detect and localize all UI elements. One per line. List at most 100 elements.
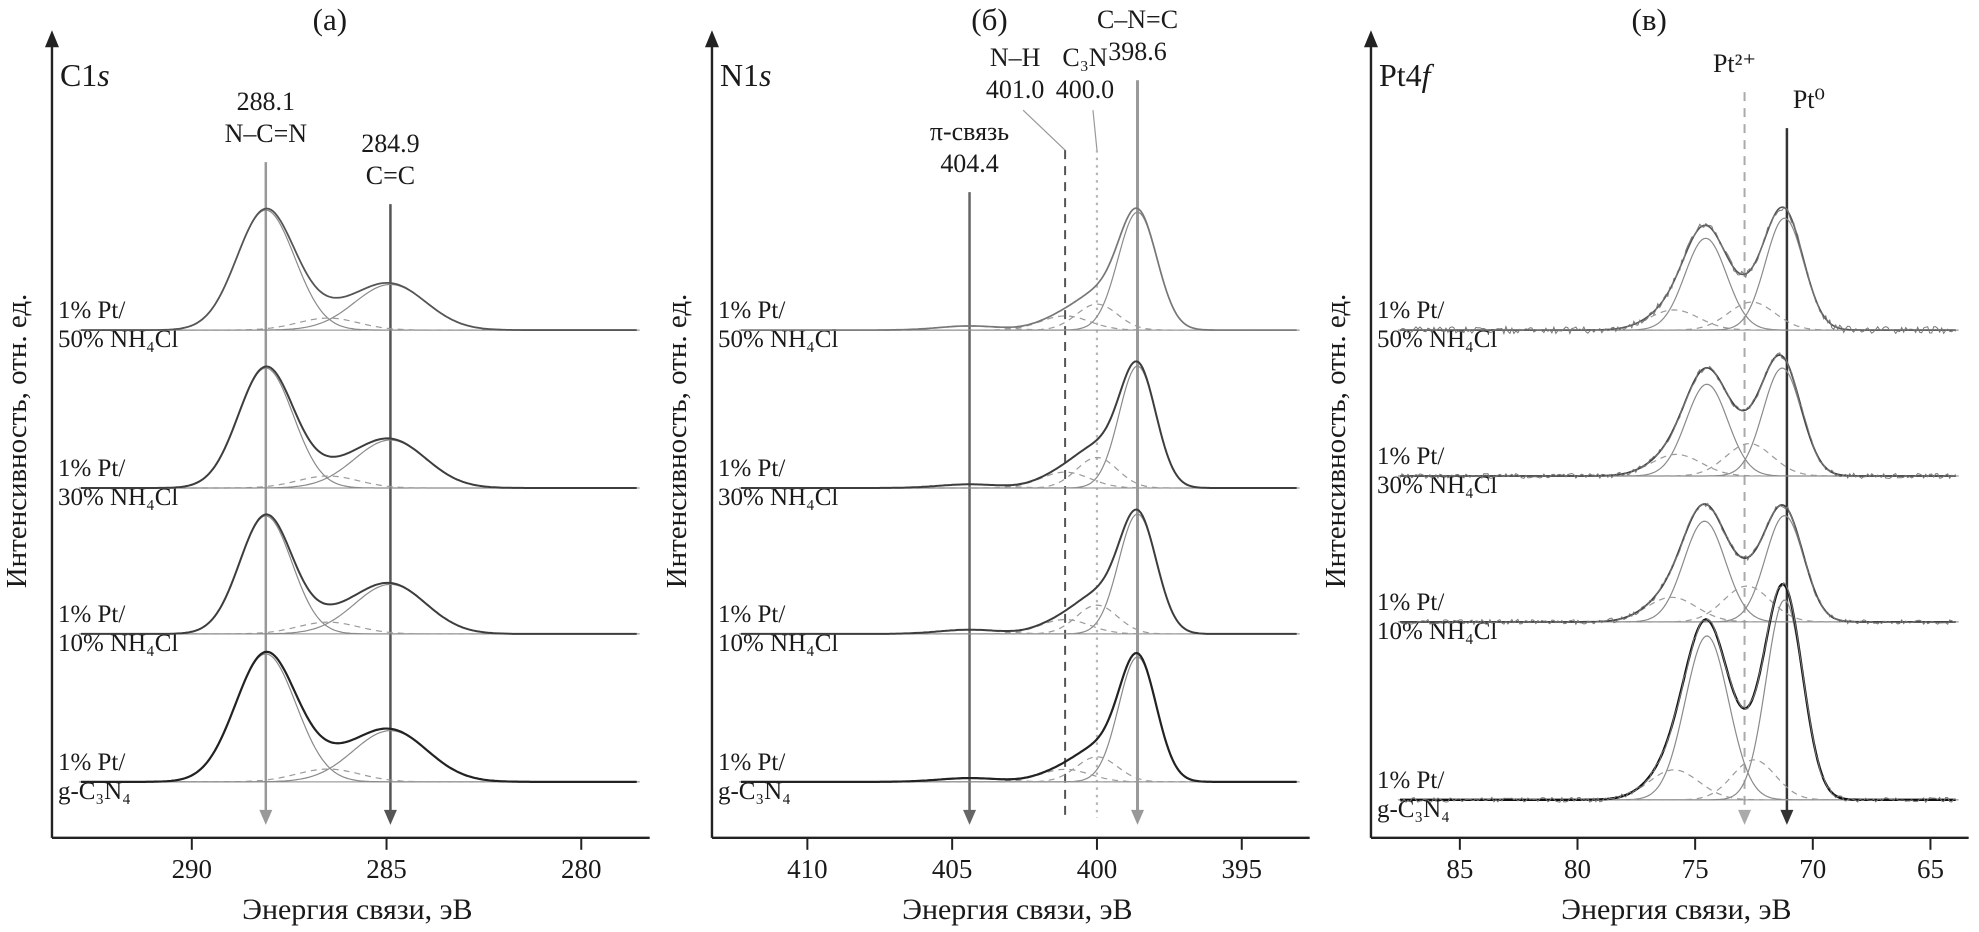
component-curve xyxy=(740,656,1297,783)
reference-arrow xyxy=(1780,809,1794,825)
envelope-curve xyxy=(80,365,637,489)
envelope-curve xyxy=(740,207,1297,331)
reference-arrow xyxy=(1130,809,1144,825)
x-tick-label: 75 xyxy=(1682,854,1709,884)
y-axis-title: Интенсивность, отн. ед. xyxy=(661,294,693,589)
x-tick-label: 80 xyxy=(1564,854,1591,884)
x-tick-label: 290 xyxy=(172,854,212,884)
peak-annotation: 404.4 xyxy=(940,149,998,178)
peak-annotation: C=C xyxy=(366,161,415,190)
peak-annotation: 400.0 xyxy=(1055,75,1113,104)
sample-label: 1% Pt/ xyxy=(1377,767,1444,794)
peak-annotation: 288.1 xyxy=(237,87,295,116)
envelope-curve xyxy=(1400,354,1957,477)
core-level-label: Pt4f xyxy=(1379,58,1435,93)
peak-annotation: C–N=C xyxy=(1097,5,1178,34)
sample-label: 1% Pt/ xyxy=(718,601,785,628)
panel-n1s: (б) 410 405 400 395 Энергия связи, эВ Интенси… xyxy=(660,0,1320,932)
x-tick-label: 410 xyxy=(787,854,827,884)
panel-a-label: (а) xyxy=(312,2,348,37)
x-axis-title: Энергия связи, эВ xyxy=(242,893,472,926)
sample-label: 1% Pt/ xyxy=(58,601,125,628)
component-curve xyxy=(1400,383,1957,477)
component-curve xyxy=(1400,520,1957,623)
peak-annotation: 401.0 xyxy=(986,75,1044,104)
component-curve xyxy=(1400,585,1957,623)
y-axis-arrow xyxy=(44,30,59,48)
component-curve xyxy=(1400,635,1957,801)
reference-arrow xyxy=(383,809,397,825)
x-tick-label: 285 xyxy=(366,854,406,884)
pt4f-spectra-plot: 85 80 75 70 65 Энергия связи, эВ Интенсивность… xyxy=(1319,0,1979,932)
component-curve xyxy=(1400,759,1957,801)
component-curve xyxy=(740,365,1297,489)
component-curve xyxy=(1400,769,1957,801)
sample-label: 1% Pt/ xyxy=(1377,589,1444,616)
component-curve xyxy=(1400,515,1957,623)
sample-label: 1% Pt/ xyxy=(58,455,125,482)
component-curve xyxy=(80,653,637,783)
sample-label: 1% Pt/ xyxy=(718,749,785,776)
envelope-curve xyxy=(1400,206,1957,331)
peak-annotation: 284.9 xyxy=(361,129,419,158)
envelope-curve xyxy=(80,650,637,783)
x-tick-label: 400 xyxy=(1076,854,1116,884)
x-tick-label: 85 xyxy=(1447,854,1474,884)
experimental-trace xyxy=(1399,581,1957,804)
x-tick-label: 395 xyxy=(1221,854,1261,884)
c1s-spectra-plot: 290 285 280 Энергия связи, эВ Интенсивность,… xyxy=(0,0,660,932)
sample-label: 1% Pt/ xyxy=(718,455,785,482)
x-tick-label: 280 xyxy=(561,854,601,884)
x-tick-label: 405 xyxy=(932,854,972,884)
experimental-trace xyxy=(1400,502,1957,626)
reference-arrow xyxy=(962,809,976,825)
c-plot-svg: 85 80 75 70 65 Энергия связи, эВ Интенсивность… xyxy=(1320,30,1970,926)
reference-arrow xyxy=(259,809,273,825)
peak-annotation: N–H xyxy=(990,43,1041,72)
panel-c-label: (в) xyxy=(1631,2,1667,37)
n1s-spectra-plot: 410 405 400 395 Энергия связи, эВ Интенсивнос… xyxy=(660,0,1320,932)
sample-label: 1% Pt/ xyxy=(1377,443,1444,470)
component-curve xyxy=(740,513,1297,635)
component-curve xyxy=(740,768,1297,783)
x-tick-label: 70 xyxy=(1800,854,1827,884)
envelope-curve xyxy=(740,508,1297,635)
component-curve xyxy=(80,768,637,783)
y-axis-title: Интенсивность, отн. ед. xyxy=(1320,294,1352,589)
envelope-curve xyxy=(740,360,1297,489)
peak-annotation: Pt⁰ xyxy=(1793,85,1825,114)
experimental-trace xyxy=(1399,207,1957,336)
component-curve xyxy=(1400,237,1957,331)
peak-annotation: C₃N xyxy=(1062,43,1107,72)
sample-label: 1% Pt/ xyxy=(718,297,785,324)
envelope-curve xyxy=(740,651,1297,783)
sample-label: 1% Pt/ xyxy=(1377,297,1444,324)
b-plot-svg: 410 405 400 395 Энергия связи, эВ Интенсивнос… xyxy=(661,5,1310,926)
y-axis-arrow xyxy=(704,30,719,48)
envelope-curve xyxy=(1400,503,1957,623)
x-axis-title: Энергия связи, эВ xyxy=(902,893,1132,926)
peak-annotation: π-связь xyxy=(930,117,1009,146)
component-curve xyxy=(80,209,637,331)
panel-pt4f: (в) 85 80 75 70 65 Энергия связи, эВ Интенсивн… xyxy=(1319,0,1979,932)
envelope-curve xyxy=(80,513,637,635)
x-axis-title: Энергия связи, эВ xyxy=(1562,893,1792,926)
experimental-trace xyxy=(1399,352,1957,480)
component-curve xyxy=(80,515,637,635)
sample-label: 1% Pt/ xyxy=(58,749,125,776)
x-tick-label: 65 xyxy=(1917,854,1944,884)
y-axis-title: Интенсивность, отн. ед. xyxy=(1,294,33,589)
sample-label: 1% Pt/ xyxy=(58,297,125,324)
core-level-label: C1s xyxy=(60,58,110,93)
core-level-label: N1s xyxy=(720,58,772,93)
peak-annotation: Pt²⁺ xyxy=(1713,49,1756,78)
annotation-leader-line xyxy=(1022,109,1066,151)
component-curve xyxy=(1400,367,1957,477)
a-plot-svg: 290 285 280 Энергия связи, эВ Интенсивность,… xyxy=(1,30,650,926)
annotation-leader-line xyxy=(1092,110,1098,151)
component-curve xyxy=(80,367,637,489)
y-axis-arrow xyxy=(1364,30,1379,48)
envelope-curve xyxy=(1400,583,1957,802)
peak-annotation: 398.6 xyxy=(1108,37,1166,66)
